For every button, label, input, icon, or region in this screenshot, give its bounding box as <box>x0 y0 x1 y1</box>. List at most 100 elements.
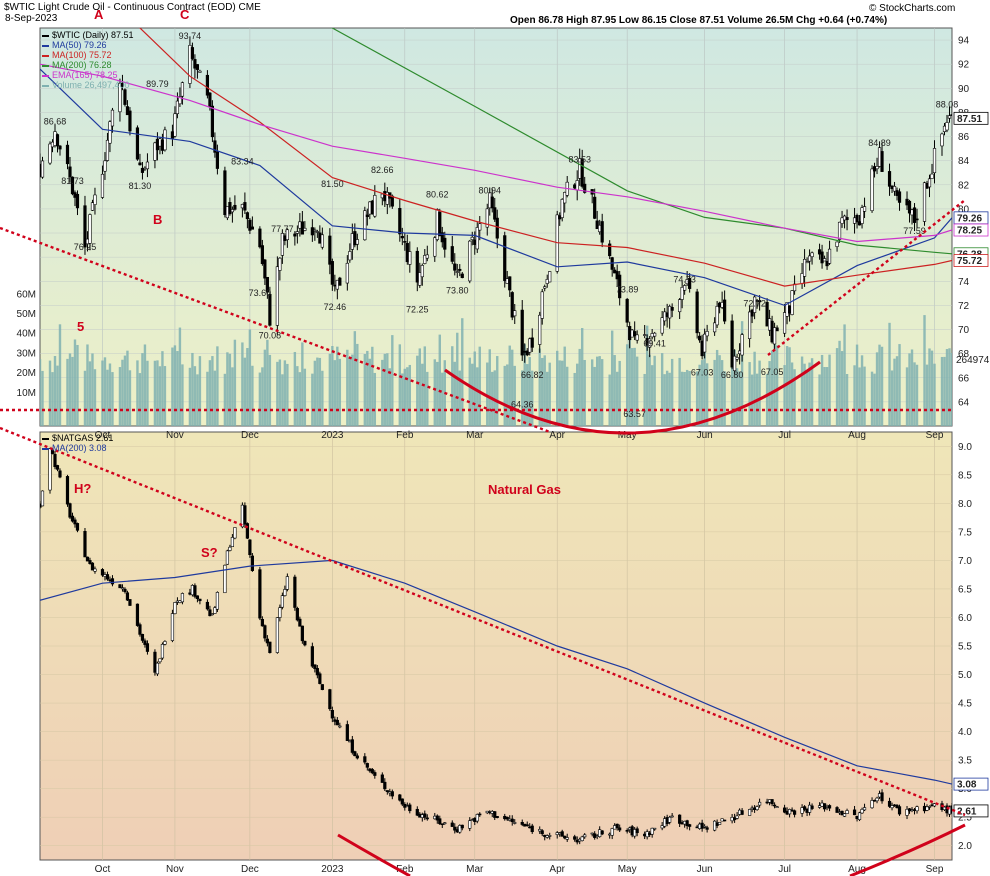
price-candle <box>458 268 462 271</box>
volume-bar <box>730 361 734 426</box>
candle-icon <box>42 437 49 440</box>
price-candle <box>880 792 884 802</box>
volume-bar <box>156 360 159 426</box>
price-candle <box>373 195 377 217</box>
volume-bar <box>793 369 796 426</box>
legend-label: MA(50) 79.26 <box>52 40 107 50</box>
price-candle <box>653 332 657 337</box>
volume-bar <box>68 353 72 426</box>
price-candle <box>548 271 552 283</box>
price-candle <box>93 568 97 572</box>
extrema-label: 86.68 <box>44 116 67 126</box>
price-candle <box>385 790 389 793</box>
volume-bar <box>158 366 162 426</box>
price-candle <box>173 113 177 137</box>
price-candle <box>705 827 709 830</box>
price-candle <box>802 258 807 277</box>
y-tick-label: 64 <box>958 397 970 408</box>
price-candle <box>180 82 185 97</box>
volume-bar <box>843 324 846 426</box>
price-candle <box>680 287 684 300</box>
price-candle <box>802 806 807 810</box>
price-candle <box>338 725 342 728</box>
volume-bar <box>356 343 359 426</box>
price-candle <box>563 835 567 839</box>
volume-bar <box>541 357 544 426</box>
price-candle <box>68 503 72 518</box>
volume-bar <box>56 365 59 426</box>
price-candle <box>275 266 279 326</box>
ma-line <box>139 28 952 287</box>
price-candle <box>538 829 542 832</box>
price-candle <box>875 166 879 170</box>
volume-tick-label: 10M <box>17 388 36 399</box>
price-candle <box>740 334 744 356</box>
price-candle <box>293 576 297 608</box>
price-candle <box>540 830 544 835</box>
price-candle <box>927 178 932 188</box>
volume-bar <box>51 372 54 426</box>
price-candle <box>370 769 374 774</box>
extrema-label: 76.25 <box>74 242 97 252</box>
volume-bar <box>598 356 601 426</box>
legend-item: $NATGAS 2.61 <box>42 433 113 443</box>
volume-bar <box>368 358 372 426</box>
candle-icon <box>42 34 49 37</box>
wave-label-5: 5 <box>77 319 84 334</box>
volume-bar <box>506 364 509 426</box>
price-candle <box>618 274 622 299</box>
volume-bar <box>788 347 791 426</box>
line-icon <box>42 44 49 47</box>
x-tick-label: Sep <box>926 430 944 441</box>
volume-bar <box>111 372 114 426</box>
price-candle <box>922 182 927 222</box>
volume-bar <box>398 344 402 426</box>
price-candle <box>563 192 567 204</box>
price-candle <box>160 644 165 659</box>
price-candle <box>140 167 145 173</box>
x-tick-label: Sep <box>926 864 944 875</box>
volume-bar <box>783 365 786 426</box>
downtrend-line <box>0 226 551 434</box>
volume-bar <box>895 356 899 426</box>
price-candle <box>740 810 744 815</box>
extrema-label: 89.79 <box>146 79 169 89</box>
price-candle <box>90 562 95 571</box>
price-candle <box>713 322 717 333</box>
price-candle <box>840 217 844 224</box>
price-candle <box>870 168 874 212</box>
volume-bar <box>538 348 541 426</box>
volume-bar <box>508 345 511 426</box>
y-tick-label: 2.5 <box>958 813 972 824</box>
extrema-label: 81.73 <box>61 176 84 186</box>
volume-bar <box>700 360 704 426</box>
price-candle <box>790 290 794 315</box>
ma-line <box>40 63 952 243</box>
price-candle <box>40 490 45 507</box>
price-candle <box>100 173 105 198</box>
y-tick-label: 68 <box>958 349 970 360</box>
volume-bar <box>928 348 931 426</box>
price-candle <box>805 261 809 264</box>
volume-bar <box>216 346 219 426</box>
price-candle <box>210 613 215 616</box>
price-candle <box>363 210 367 241</box>
y-tick-label: 8.0 <box>958 499 972 510</box>
price-candle <box>383 781 387 790</box>
last-value-label: 75.72 <box>957 256 982 267</box>
y-tick-label: 92 <box>958 60 970 71</box>
price-candle <box>335 719 339 726</box>
price-candle <box>633 331 637 337</box>
price-candle <box>58 145 62 150</box>
volume-bar <box>248 329 252 426</box>
extrema-label: 80.94 <box>478 186 501 196</box>
last-value-label: 78.25 <box>957 226 982 237</box>
volume-bar <box>933 363 936 426</box>
price-candle <box>330 709 334 719</box>
extrema-label: 81.50 <box>321 179 344 189</box>
volume-bar <box>208 360 212 426</box>
volume-bar <box>461 318 464 426</box>
price-candle <box>260 618 264 627</box>
price-candle <box>415 250 419 283</box>
legend-label: MA(100) 75.72 <box>52 50 112 60</box>
